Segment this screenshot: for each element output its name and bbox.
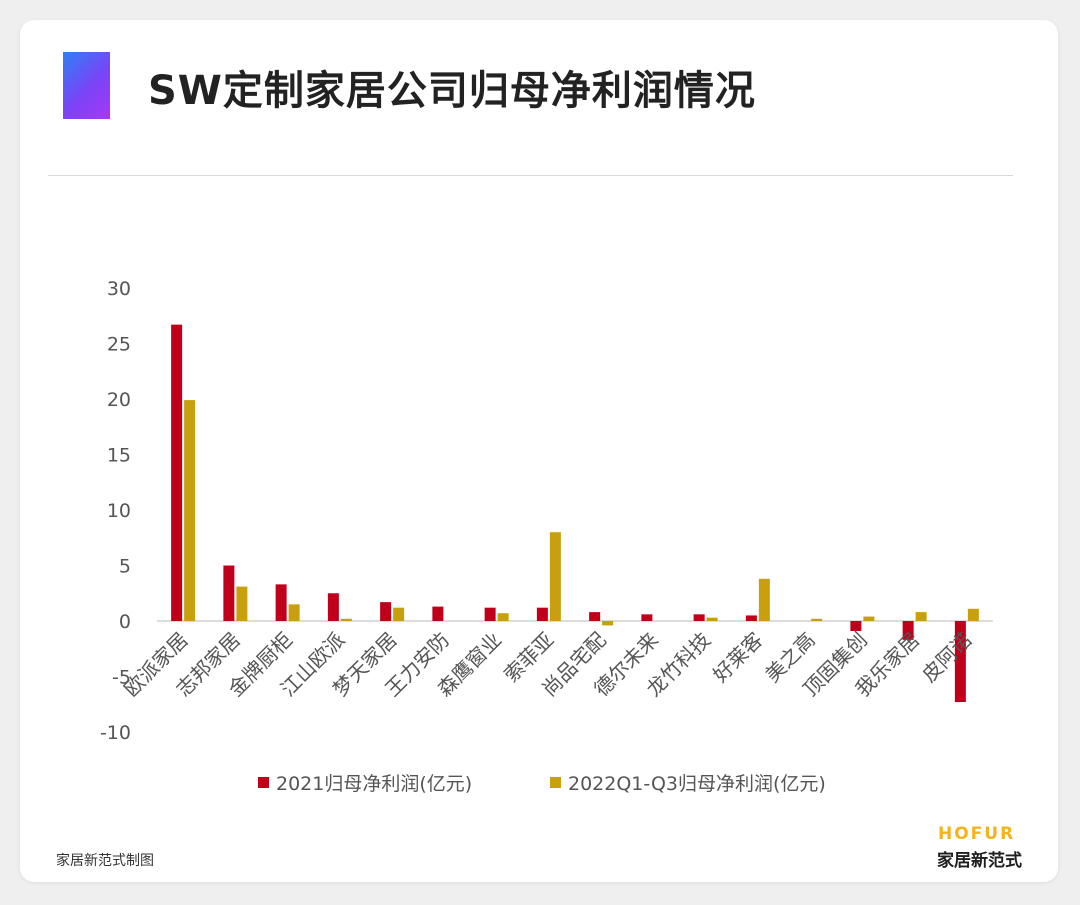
bar-2022q1q3-13 (863, 616, 875, 621)
chart-credit: 家居新范式制图 (56, 853, 154, 869)
page-title: SW定制家居公司归母净利润情况 (148, 68, 756, 114)
brand-logo-cn: 家居新范式 (937, 851, 1022, 871)
title-accent-bar (63, 52, 110, 119)
legend-item: 2021归母净利润(亿元) (258, 773, 472, 795)
bar-2022q1q3-3 (340, 618, 352, 621)
y-tick-label: 10 (107, 500, 131, 522)
brand-logo-en: HOFUR (938, 824, 1016, 844)
y-tick-label: -10 (100, 722, 131, 744)
bar-2022q1q3-8 (602, 621, 614, 626)
bar-2022q1q3-4 (393, 607, 405, 621)
legend-swatch (258, 777, 269, 788)
legend-swatch (550, 777, 561, 788)
bar-2022q1q3-2 (288, 604, 300, 621)
bar-2021-9 (641, 614, 653, 621)
bars (171, 324, 979, 703)
bar-2022q1q3-7 (549, 532, 561, 621)
bar-2022q1q3-10 (706, 617, 718, 621)
y-tick-label: -5 (112, 667, 131, 689)
y-tick-label: 15 (107, 445, 131, 467)
bar-2021-2 (275, 584, 287, 621)
bar-2021-4 (380, 602, 392, 621)
bar-2022q1q3-11 (758, 578, 770, 621)
bar-2022q1q3-15 (967, 608, 979, 621)
y-tick-label: 25 (107, 334, 131, 356)
y-tick-label: 0 (119, 611, 131, 633)
x-axis-labels: 欧派家居志邦家居金牌厨柜江山欧派梦天家居王力安防森鹰窗业索菲亚尚品宅配德尔未来龙… (119, 628, 976, 702)
bar-2022q1q3-12 (811, 618, 823, 621)
bar-2021-3 (327, 593, 339, 621)
y-tick-label: 20 (107, 389, 131, 411)
bar-2021-5 (432, 606, 444, 621)
bar-2021-10 (693, 614, 705, 621)
header-divider (48, 175, 1013, 176)
y-axis: 30 25 20 15 10 5 0 -5 -10 (100, 278, 131, 744)
legend-label: 2022Q1-Q3归母净利润(亿元) (568, 773, 826, 795)
x-tick-label: 好莱客 (708, 628, 767, 687)
bar-2022q1q3-14 (915, 612, 927, 621)
bar-2021-6 (484, 607, 496, 621)
x-tick-label: 皮阿诺 (917, 628, 976, 687)
bar-2021-11 (745, 615, 757, 621)
y-tick-label: 5 (119, 556, 131, 578)
bar-2022q1q3-0 (184, 400, 196, 621)
bar-2022q1q3-6 (497, 613, 509, 621)
bar-2021-8 (589, 612, 601, 621)
y-tick-label: 30 (107, 278, 131, 300)
bar-2021-14 (902, 621, 914, 640)
bar-2021-1 (223, 565, 235, 621)
legend-label: 2021归母净利润(亿元) (276, 773, 472, 795)
bar-2021-7 (536, 607, 548, 621)
bar-2021-0 (171, 324, 183, 621)
legend-item: 2022Q1-Q3归母净利润(亿元) (550, 773, 826, 795)
bar-2022q1q3-1 (236, 586, 248, 621)
bar-2021-13 (850, 621, 862, 631)
legend: 2021归母净利润(亿元) 2022Q1-Q3归母净利润(亿元) (258, 773, 826, 795)
bar-2021-15 (954, 621, 966, 703)
